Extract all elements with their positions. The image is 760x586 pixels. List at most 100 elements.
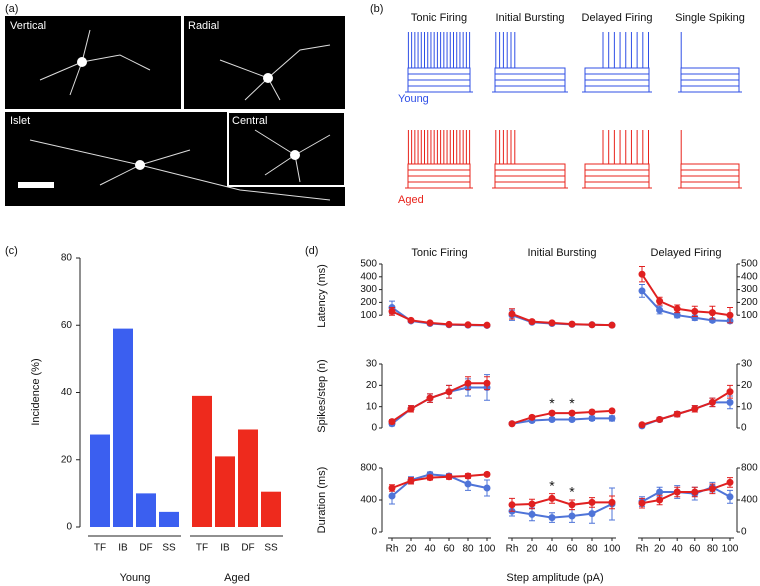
data-point [483,470,491,478]
x-tick-label: IB [220,543,230,554]
data-point [388,484,396,492]
data-point [726,388,734,396]
x-tick-label: 60 [566,544,578,555]
trace-step [582,169,652,189]
data-point [483,321,491,329]
trace-step [405,73,473,93]
data-point [508,310,516,318]
data-point [508,501,516,509]
data-point [708,309,716,317]
data-point [407,477,415,485]
y-tick-label: 400 [741,271,758,282]
data-point [656,306,664,314]
series-line [641,401,730,427]
x-tick-label: 60 [689,544,701,555]
data-point [608,407,616,415]
trace-step [405,67,473,93]
x-tick-label: Rh [636,544,649,555]
y-tick-label: 500 [741,259,758,270]
y-tick-label: 800 [741,463,758,474]
scale-bar [18,182,54,188]
data-point [464,379,472,387]
data-point [528,318,536,326]
trace-step [405,85,473,93]
data-point [528,500,536,508]
x-tick-label: 100 [604,544,621,555]
y-axis-label: Spikes/step (n) [316,359,328,432]
trace-step [492,163,568,189]
panel-label: (b) [370,3,383,15]
traces: Tonic Firing Initial Bursting Delayed Firi… [398,12,745,206]
y-tick-label: 500 [360,259,377,270]
data-point [673,488,681,496]
trace-step [405,181,473,189]
data-point [656,488,664,496]
trace-title: Tonic Firing [411,12,467,24]
y-tick-label: 20 [741,380,753,391]
data-point [726,311,734,319]
bar [90,434,110,527]
x-tick-label: 40 [546,544,558,555]
x-tick-label: 40 [424,544,436,555]
bar [192,395,212,527]
trace-step [405,163,473,189]
series-line [511,312,613,327]
trace-step [492,169,568,189]
y-axis-label: Duration (ms) [316,467,328,534]
panel-label: (d) [305,245,318,257]
bar [238,429,258,527]
trace-step [492,181,568,189]
data-point [726,398,734,406]
data-point [407,405,415,413]
data-point [548,514,556,522]
trace-step [678,85,742,93]
data-point [588,408,596,416]
data-point [568,409,576,417]
x-tick-label: 100 [722,544,739,555]
annotation: * [549,477,555,493]
y-tick-label: 10 [741,401,753,412]
x-tick-label: 80 [462,544,474,555]
y-tick-label: 800 [360,463,377,474]
y-tick-label: 200 [741,297,758,308]
data-point [708,485,716,493]
y-tick-label: 40 [61,387,73,398]
trace-step [582,67,652,93]
data-point [388,492,396,500]
group-label: Aged [224,572,250,584]
y-tick-label: 80 [61,253,73,264]
data-point [691,488,699,496]
image-label: Vertical [10,20,46,32]
data-point [483,484,491,492]
y-tick-label: 10 [366,401,378,412]
somata [77,57,300,170]
panel-label: (c) [5,245,18,257]
annotation: * [569,395,575,411]
trace-title: Single Spiking [675,12,745,24]
data-point [388,418,396,426]
data-point [608,414,616,422]
data-point [568,512,576,520]
y-tick-label: 400 [741,495,758,506]
y-tick-label: 300 [360,284,377,295]
data-point [691,405,699,413]
series-line [391,310,488,327]
series-line [641,273,731,317]
x-tick-label: DF [241,543,254,554]
chart-title: Initial Bursting [527,247,596,259]
data-point [464,480,472,488]
data-point [426,474,434,482]
image-radial [184,16,345,109]
y-tick-label: 0 [371,423,377,434]
trace-title: Delayed Firing [582,12,653,24]
x-tick-label: IB [118,543,128,554]
data-point [708,398,716,406]
charts: 0 20 40 60 80 Incidence (%) TF IB DF SS Young TF IB D… [30,247,758,584]
bar [215,456,235,527]
data-point [608,498,616,506]
neuron-sketch [29,29,331,201]
y-tick-label: 0 [66,522,72,533]
x-tick-label: 100 [479,544,496,555]
panel-label: (a) [5,3,18,15]
y-tick-label: 200 [360,297,377,308]
